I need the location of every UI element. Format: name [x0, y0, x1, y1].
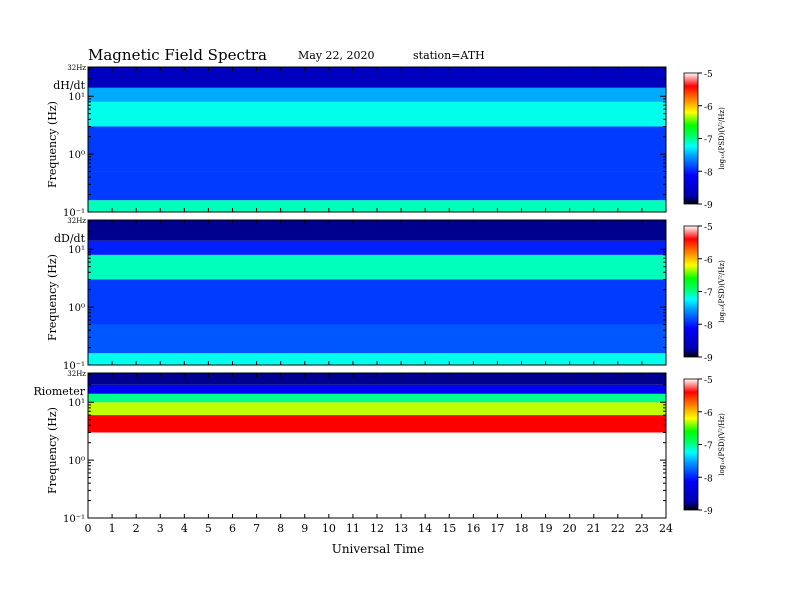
colorbar-tick-label: -7	[704, 136, 713, 146]
psd-band	[88, 126, 666, 172]
psd-band	[88, 373, 666, 385]
psd-band	[88, 415, 666, 433]
psd-band	[88, 220, 666, 241]
x-tick-label: 19	[539, 522, 553, 535]
psd-band	[88, 490, 666, 518]
x-tick-label: 11	[346, 522, 360, 535]
colorbar	[683, 72, 699, 205]
y-tick-label: 10⁰	[68, 303, 85, 314]
x-tick-label: 13	[394, 522, 408, 535]
colorbar-tick-label: -8	[704, 474, 713, 484]
colorbar-label: log₁₀(PSD)(V²/Hz)	[718, 413, 726, 476]
x-tick-label: 5	[205, 522, 212, 535]
y-top-label: 32Hz	[67, 217, 86, 225]
colorbar-tick-label: -6	[704, 103, 713, 113]
colorbar-tick-label: -9	[704, 507, 713, 517]
date-label: May 22, 2020	[298, 49, 375, 62]
x-tick-label: 24	[659, 522, 673, 535]
x-tick-label: 8	[277, 522, 284, 535]
colorbar-tick-label: -5	[704, 376, 713, 386]
panel-riometer: 10⁻¹ 10⁰ 10¹ 32Hz Riometer Frequency (Hz) -5 -6…	[33, 370, 726, 525]
colorbar	[683, 378, 699, 511]
x-tick-label: 9	[301, 522, 308, 535]
x-tick-label: 16	[466, 522, 480, 535]
y-axis-label: Frequency (Hz)	[46, 407, 59, 494]
colorbar-tick-label: -5	[704, 70, 713, 80]
y-axis-label: Frequency (Hz)	[46, 254, 59, 341]
x-axis-label: Universal Time	[332, 542, 425, 556]
psd-band	[88, 353, 666, 365]
psd-band	[88, 279, 666, 325]
psd-band	[88, 67, 666, 88]
x-tick-label: 20	[563, 522, 577, 535]
x-tick-label: 3	[157, 522, 164, 535]
colorbar-tick-label: -6	[704, 409, 713, 419]
x-tick-label: 23	[635, 522, 649, 535]
colorbar-tick-label: -7	[704, 289, 713, 299]
psd-band	[88, 240, 666, 255]
y-tick-label: 10⁻¹	[63, 361, 85, 372]
x-tick-label: 1	[109, 522, 116, 535]
colorbar-tick-label: -9	[704, 354, 713, 364]
panels-group: 10⁻¹ 10⁰ 10¹ 32Hz dH/dt Frequency (Hz) -5 -6 -7 -…	[33, 64, 726, 525]
x-tick-label: 10	[322, 522, 336, 535]
colorbar-tick-label: -8	[704, 321, 713, 331]
psd-band	[88, 432, 666, 491]
psd-band	[88, 171, 666, 201]
psd-band	[88, 87, 666, 102]
figure-title: Magnetic Field Spectra	[88, 46, 267, 64]
panel-name: Riometer	[33, 385, 85, 398]
psd-band	[88, 254, 666, 280]
psd-band	[88, 324, 666, 354]
panel-name: dD/dt	[54, 232, 86, 245]
colorbar	[683, 225, 699, 358]
x-tick-label: 12	[370, 522, 384, 535]
panel-dh-dt: 10⁻¹ 10⁰ 10¹ 32Hz dH/dt Frequency (Hz) -5 -6 -7 -…	[46, 64, 726, 219]
colorbar-tick-label: -7	[704, 442, 713, 452]
colorbar-tick-label: -9	[704, 201, 713, 211]
x-tick-label: 15	[442, 522, 456, 535]
colorbar-tick-label: -8	[704, 168, 713, 178]
x-tick-label: 0	[85, 522, 92, 535]
x-tick-label: 6	[229, 522, 236, 535]
panel-dd-dt: 10⁻¹ 10⁰ 10¹ 32Hz dD/dt Frequency (Hz) -5 -6 -7 -…	[46, 217, 726, 372]
colorbar-tick-label: -5	[704, 223, 713, 233]
psd-band	[88, 402, 666, 416]
x-tick-label: 2	[133, 522, 140, 535]
x-tick-label: 7	[253, 522, 260, 535]
x-tick-label: 4	[181, 522, 188, 535]
y-axis-label: Frequency (Hz)	[46, 101, 59, 188]
psd-band	[88, 101, 666, 127]
x-axis-ticks: 0 1 2 3 4 5 6 7 8 9 10 11 12 13 14 15 16 17 18 19 20 21 22 23 24	[85, 522, 674, 535]
y-tick-label: 10¹	[68, 245, 85, 256]
y-tick-label: 10¹	[68, 92, 85, 103]
colorbar-tick-label: -6	[704, 256, 713, 266]
psd-band	[88, 393, 666, 403]
y-tick-label: 10⁻¹	[63, 514, 85, 525]
colorbar-label: log₁₀(PSD)(V²/Hz)	[718, 260, 726, 323]
x-tick-label: 17	[490, 522, 504, 535]
y-tick-label: 10¹	[68, 398, 85, 409]
x-tick-label: 22	[611, 522, 625, 535]
panel-name: dH/dt	[53, 79, 85, 92]
y-top-label: 32Hz	[67, 64, 86, 72]
station-label: station=ATH	[413, 49, 485, 62]
x-tick-label: 14	[418, 522, 432, 535]
colorbar-label: log₁₀(PSD)(V²/Hz)	[718, 107, 726, 170]
y-tick-label: 10⁰	[68, 150, 85, 161]
x-tick-label: 21	[587, 522, 601, 535]
y-tick-label: 10⁻¹	[63, 208, 85, 219]
x-tick-label: 18	[515, 522, 529, 535]
psd-band	[88, 384, 666, 394]
psd-band	[88, 200, 666, 212]
y-top-label: 32Hz	[67, 370, 86, 378]
y-tick-label: 10⁰	[68, 456, 85, 467]
